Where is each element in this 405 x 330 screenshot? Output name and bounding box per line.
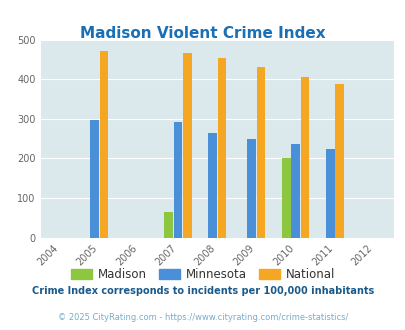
Bar [164,212,173,238]
Bar [90,119,99,238]
Bar [173,122,182,238]
Bar [183,53,191,238]
Bar [247,139,256,238]
Text: © 2025 CityRating.com - https://www.cityrating.com/crime-statistics/: © 2025 CityRating.com - https://www.city… [58,313,347,322]
Bar [300,77,309,238]
Bar [100,51,108,238]
Bar [281,158,290,238]
Bar [256,67,265,238]
Bar [217,58,226,238]
Bar [325,149,334,238]
Bar [291,144,299,238]
Bar [208,133,216,238]
Text: Madison Violent Crime Index: Madison Violent Crime Index [80,26,325,41]
Legend: Madison, Minnesota, National: Madison, Minnesota, National [66,263,339,286]
Text: Crime Index corresponds to incidents per 100,000 inhabitants: Crime Index corresponds to incidents per… [32,286,373,296]
Bar [335,84,343,238]
